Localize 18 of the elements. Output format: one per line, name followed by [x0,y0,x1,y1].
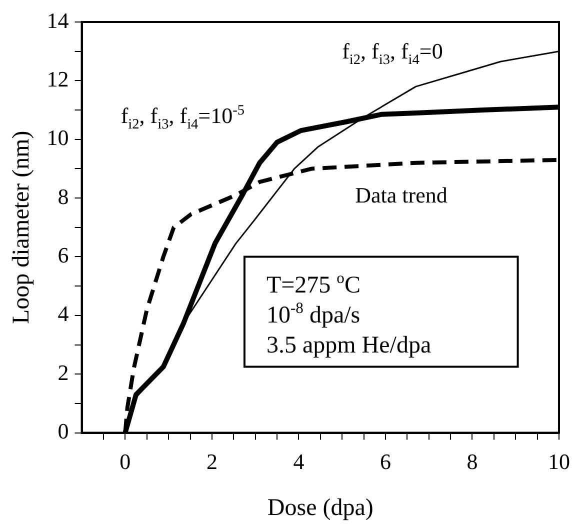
x-tick-label: 4 [293,448,304,474]
x-tick-label: 10 [548,448,570,474]
annotation: 3.5 appm He/dpa [266,332,432,359]
y-tick-label: 0 [58,418,69,444]
y-tick-label: 6 [58,242,69,268]
x-axis-title: Dose (dpa) [267,494,374,521]
x-tick-label: 0 [120,448,131,474]
y-tick-label: 2 [58,360,69,385]
x-tick-label: 6 [380,448,391,474]
y-tick-label: 8 [58,184,69,209]
x-tick-label: 2 [206,448,218,474]
series-label: Data trend [355,182,448,208]
y-tick-label: 4 [58,301,69,326]
x-tick-label: 8 [466,448,478,474]
y-axis-title: Loop diameter (nm) [8,130,35,324]
y-tick-label: 14 [46,8,69,33]
y-tick-label: 12 [46,66,69,92]
y-tick-label: 10 [46,125,69,150]
